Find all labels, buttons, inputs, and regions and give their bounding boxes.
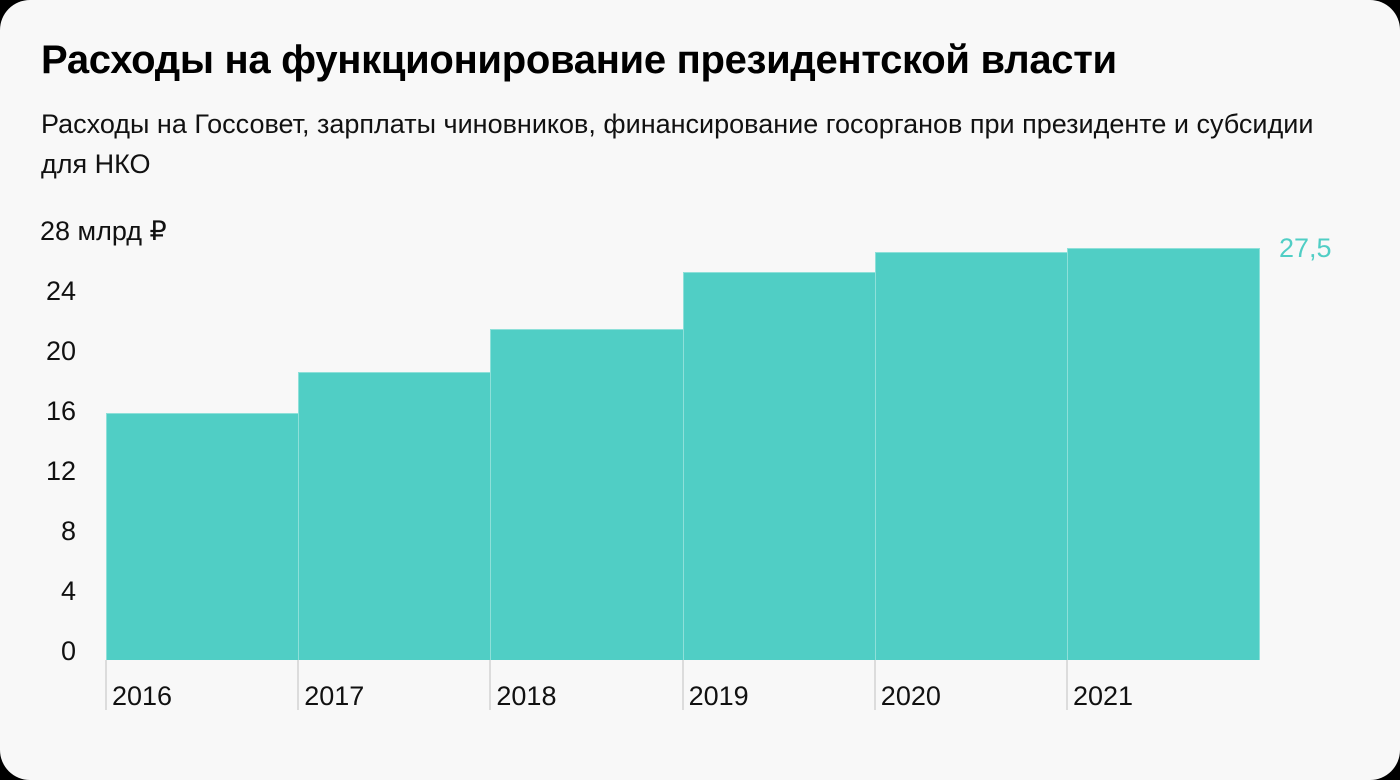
x-tick-line <box>297 660 300 710</box>
x-tick-label: 2020 <box>880 681 941 711</box>
y-tick-label: 8 <box>60 516 76 546</box>
bar-2020 <box>874 252 1068 660</box>
x-tick-line <box>105 660 107 710</box>
x-tick-label: 2018 <box>496 681 557 711</box>
bar-2018 <box>490 328 684 660</box>
x-tick-line <box>873 660 876 710</box>
y-tick-label: 12 <box>45 456 76 486</box>
chart-title: Расходы на функционирование президентско… <box>41 38 1117 82</box>
bar-2021 <box>1067 247 1261 660</box>
chart-subtitle: Расходы на Госсовет, зарплаты чиновников… <box>41 109 1314 179</box>
y-tick-label: 4 <box>60 576 76 606</box>
x-tick-label: 2021 <box>1073 681 1134 711</box>
y-tick-label: 0 <box>60 636 76 666</box>
x-tick-label: 2017 <box>304 681 365 711</box>
x-tick-line <box>489 660 492 710</box>
last-value-label: 27,5 <box>1279 233 1332 263</box>
x-tick-label: 2016 <box>112 681 173 711</box>
y-tick-label: 16 <box>45 396 76 426</box>
bar-2017 <box>298 372 492 660</box>
y-tick-label: 24 <box>45 276 76 306</box>
x-tick-line <box>681 660 684 710</box>
y-tick-label: 28 млрд ₽ <box>40 216 167 246</box>
x-tick-line <box>1066 660 1068 710</box>
bar-2019 <box>682 271 876 660</box>
bar-2016 <box>106 412 300 660</box>
x-tick-label: 2019 <box>688 681 749 711</box>
y-tick-label: 20 <box>45 336 76 366</box>
